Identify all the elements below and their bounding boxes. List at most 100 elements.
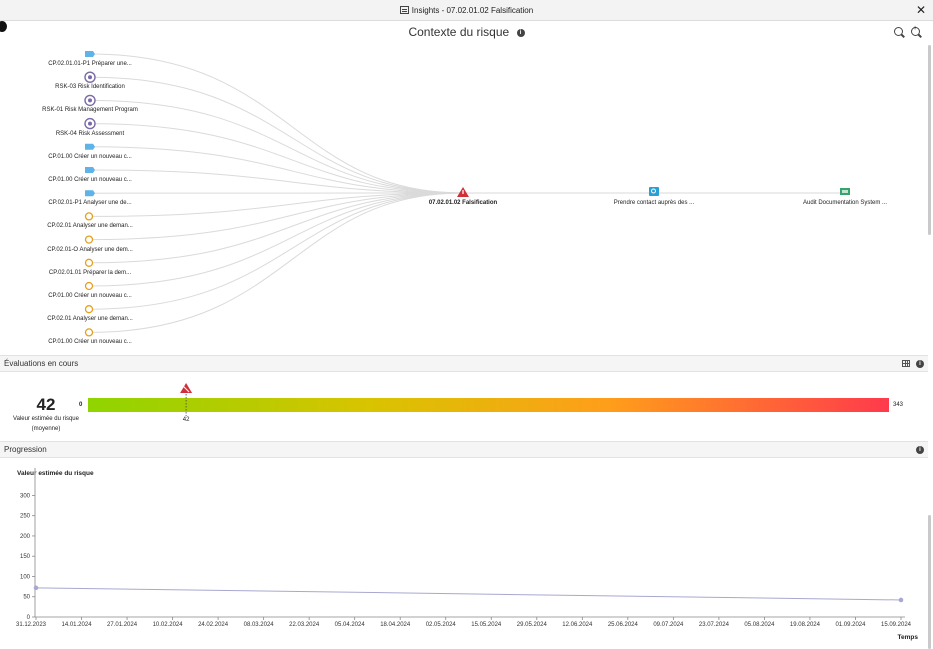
window-title: Insights - 07.02.01.02 Falsification [411,5,534,15]
ring-icon[interactable] [84,328,94,337]
x-tick-label: 05.04.2024 [335,622,366,628]
graph-node-label[interactable]: RSK-01 Risk Management Program [42,107,138,114]
x-tick-label: 14.01.2024 [62,622,93,628]
gauge-marker [180,383,193,416]
info-icon[interactable]: i [916,446,924,454]
data-point[interactable] [898,597,904,603]
eye-icon[interactable] [84,71,96,83]
y-tick-label: 0 [27,615,31,621]
ring-icon[interactable] [84,212,94,221]
gauge-min: 0 [79,402,83,408]
x-tick-label: 15.09.2024 [881,622,912,628]
gauge-marker-label: 42 [182,417,190,423]
data-point[interactable] [33,585,39,591]
x-tick-label: 05.08.2024 [744,622,775,628]
x-tick-label: 25.06.2024 [608,622,639,628]
graph-edge [89,76,464,194]
chart-title: Valeur estimée du risque [17,470,94,477]
x-tick-label: 29.05.2024 [517,622,548,628]
graph-node-label[interactable]: CP.01.00 Créer un nouveau c... [48,153,132,160]
search-icon[interactable] [649,187,659,196]
insights-icon [399,6,409,14]
progression-chart: Valeur estimée du risque 0 50 100 150 200 250 3… [16,468,919,641]
document-icon[interactable] [840,188,850,195]
graph-node-label[interactable]: RSK-04 Risk Assessment [55,130,125,137]
process-icon[interactable] [85,143,95,150]
graph-node-label[interactable]: CP.01.00 Créer un nouveau c... [48,293,132,299]
graph-node-label[interactable]: CP.02.01.01 Préparer la dem... [48,269,132,276]
ring-icon[interactable] [84,305,94,314]
x-tick-label: 01.09.2024 [835,622,866,628]
graph-node-label[interactable]: CP.02.01-P1 Analyser une de... [48,200,132,207]
risk-context-graph [84,51,850,337]
graph-edge [89,192,464,333]
y-tick-label: 250 [20,514,31,520]
x-tick-label: 15.05.2024 [471,622,502,628]
scrollbar[interactable] [928,45,931,235]
context-header: Contexte du risque i [0,25,933,39]
eye-icon[interactable] [84,94,96,107]
risk-marker-icon [180,383,193,393]
x-tick-label: 18.04.2024 [380,622,411,628]
graph-edge [89,169,464,194]
series-line [35,587,902,601]
evaluations-title: Évaluations en cours [4,359,79,368]
evaluations-header: Évaluations en cours [0,355,928,372]
zoom-icon[interactable] [894,27,903,36]
graph-node-label[interactable]: CP.01.00 Créer un nouveau c... [48,339,132,346]
progression-title: Progression [4,445,47,454]
ring-icon[interactable] [84,235,94,244]
x-tick-label: 09.07.2024 [653,622,684,628]
y-tick-label: 200 [20,534,31,540]
gauge-max: 343 [893,402,904,408]
graph-edge [89,146,464,194]
process-icon[interactable] [85,167,95,173]
graph-edge [89,123,464,194]
graph-edge [89,192,464,310]
x-tick-label: 24.02.2024 [198,622,229,628]
process-icon[interactable] [85,51,95,57]
info-icon[interactable]: i [916,360,924,368]
graph-node-label[interactable]: CP.02.01 Analyser une deman... [47,316,133,323]
x-tick-label: 02.05.2024 [426,622,457,628]
window-titlebar: Insights - 07.02.01.02 Falsification ✕ [0,0,933,21]
x-tick-label: 27.01.2024 [107,622,138,628]
x-tick-label: 23.07.2024 [699,622,730,628]
y-tick-label: 300 [20,493,31,499]
ring-icon[interactable] [84,281,94,291]
collapse-toggle-icon[interactable] [0,21,7,32]
y-tick-label: 50 [23,595,30,601]
x-tick-label: 12.06.2024 [562,622,593,628]
graph-edge [89,99,464,194]
x-tick-label: 31.12.2023 [16,622,47,628]
warning-icon[interactable] [457,187,469,197]
graph-node-label[interactable]: Audit Documentation System ... [802,200,888,206]
graph-edge [89,53,464,194]
zoom-in-icon[interactable] [911,25,920,36]
graph-node-label[interactable]: CP.02.01-O Analyser une dem... [47,246,133,253]
eye-icon[interactable] [84,117,96,130]
graph-edge [89,192,464,264]
graph-edge [89,192,464,241]
info-icon[interactable]: i [516,28,525,37]
graph-node-label[interactable]: CP.02.01.01-P1 Préparer une... [48,61,132,67]
graph-edge [89,192,464,287]
scrollbar[interactable] [928,515,931,649]
risk-value-label: Valeur estimée du risque (moyenne) [13,416,79,432]
table-icon[interactable] [902,360,910,367]
graph-node-label[interactable]: CP.01.00 Créer un nouveau c... [48,177,132,183]
graph-node-label[interactable]: 07.02.01.02 Falsification [428,200,498,206]
risk-gauge [88,398,889,412]
x-axis-label: Temps [898,634,919,641]
graph-node-label[interactable]: RSK-03 Risk Identification [55,84,125,91]
close-icon[interactable]: ✕ [915,3,926,17]
context-title: Contexte du risque [408,25,510,39]
graph-edge [89,192,464,217]
y-tick-label: 100 [20,574,31,580]
x-tick-label: 22.03.2024 [289,622,320,628]
progression-header: Progression [0,441,928,458]
graph-node-label[interactable]: CP.02.01 Analyser une deman... [47,223,133,230]
graph-node-label[interactable]: Prendre contact auprès des ... [613,200,695,206]
process-icon[interactable] [85,190,95,197]
ring-icon[interactable] [84,258,94,267]
